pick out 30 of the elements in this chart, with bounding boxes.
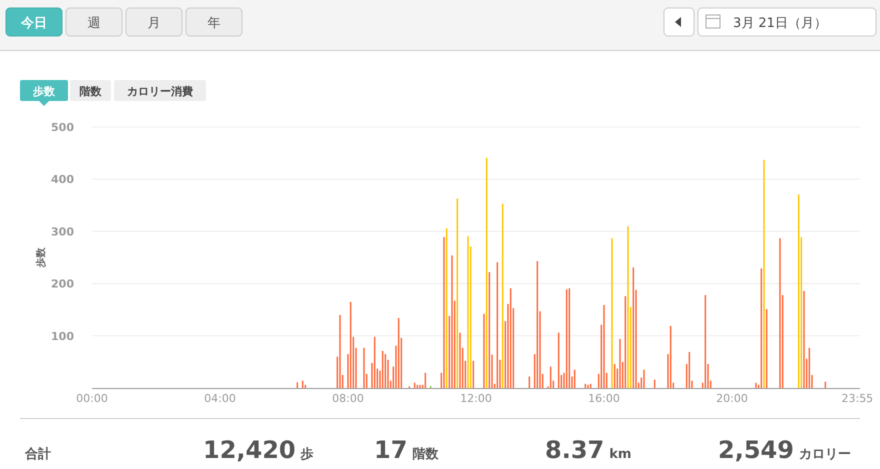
text: 12,420: [203, 436, 296, 464]
text: 合計: [24, 446, 51, 462]
text: 今日: [20, 16, 47, 31]
x-tick-label: 08:00: [332, 392, 364, 405]
y-tick-label: 300: [51, 225, 74, 238]
text: 週: [88, 16, 100, 31]
y-tick-label: 400: [51, 173, 74, 186]
y-tick-label: 500: [51, 121, 74, 134]
y-tick-label: 200: [51, 278, 74, 291]
y-axis-title: 歩数: [35, 246, 47, 268]
x-tick-label: 20:00: [716, 392, 748, 405]
text: 8.37: [545, 436, 604, 464]
text: km: [609, 447, 632, 462]
text: 歩: [300, 447, 314, 462]
y-tick-label: 100: [51, 330, 74, 343]
text: 年: [208, 16, 220, 31]
x-tick-label: 23:55: [841, 392, 874, 405]
text: 階数: [80, 85, 102, 98]
x-tick-label: 04:00: [204, 392, 236, 405]
text: 3月 21日（月）: [733, 16, 827, 31]
text: カロリー消費: [127, 85, 193, 98]
x-tick-label: 12:00: [460, 392, 492, 405]
text: 17: [374, 436, 408, 464]
x-tick-label: 00:00: [76, 392, 108, 405]
text: 2,549: [718, 436, 794, 464]
text: 階数: [412, 447, 440, 462]
text: カロリー: [798, 447, 851, 462]
x-tick-label: 16:00: [588, 392, 620, 405]
text: 歩数: [32, 85, 56, 98]
text: 月: [148, 16, 160, 31]
